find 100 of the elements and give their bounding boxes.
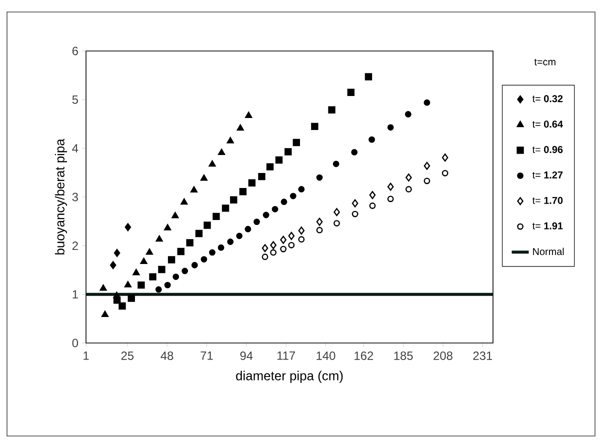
- point: [209, 249, 216, 256]
- x-tick-label: 48: [160, 352, 174, 360]
- point: [218, 244, 224, 251]
- point: [156, 235, 163, 242]
- x-tick-label: 208: [434, 352, 452, 360]
- point: [204, 222, 211, 229]
- legend-title: t=cm: [534, 58, 556, 66]
- point: [280, 246, 286, 252]
- legend-label: t= 1.70: [532, 196, 563, 204]
- point: [236, 232, 243, 240]
- point: [186, 239, 194, 246]
- point: [351, 149, 358, 156]
- point: [245, 112, 252, 118]
- point: [272, 206, 278, 212]
- y-tick-label: 0: [72, 338, 78, 348]
- point: [332, 160, 340, 168]
- point: [164, 282, 171, 288]
- point: [239, 188, 247, 196]
- x-tick-label: 1: [84, 352, 89, 360]
- point: [168, 256, 176, 264]
- point: [280, 236, 286, 244]
- point: [288, 232, 295, 240]
- point: [280, 198, 288, 206]
- x-axis-title: diameter pipa (cm): [236, 370, 343, 383]
- point: [284, 148, 292, 156]
- point: [311, 122, 318, 130]
- point: [254, 218, 260, 226]
- point: [101, 310, 109, 318]
- y-tick-label: 6: [72, 46, 78, 56]
- point: [406, 174, 412, 182]
- point: [149, 273, 156, 280]
- point: [212, 212, 220, 220]
- point: [316, 174, 323, 181]
- point: [230, 196, 238, 204]
- point: [275, 156, 283, 164]
- point: [177, 248, 184, 256]
- point: [190, 186, 198, 192]
- y-tick-label: 2: [72, 241, 78, 250]
- point: [208, 160, 216, 167]
- x-tick-label: 231: [473, 352, 492, 360]
- point: [164, 224, 172, 230]
- y-tick-label: 5: [72, 95, 78, 104]
- point: [364, 73, 372, 80]
- point: [387, 182, 394, 191]
- legend-label: t= 0.96: [532, 146, 563, 154]
- x-tick-label: 117: [277, 352, 295, 360]
- point: [132, 268, 140, 276]
- legend-label: t= 0.32: [532, 95, 563, 102]
- legend-label: t= 0.64: [532, 120, 563, 128]
- point: [442, 170, 448, 176]
- point: [182, 268, 188, 274]
- point: [138, 281, 145, 289]
- point: [298, 226, 305, 235]
- x-tick-label: 140: [316, 352, 336, 360]
- point: [328, 106, 336, 114]
- y-tick-label: 4: [72, 144, 78, 152]
- point: [236, 124, 244, 131]
- point: [200, 174, 208, 181]
- x-tick-label: 185: [394, 352, 413, 360]
- point: [226, 137, 234, 144]
- point: [266, 163, 274, 170]
- point: [442, 154, 448, 162]
- point: [405, 186, 412, 192]
- point: [288, 242, 295, 248]
- legend-label: t= 1.91: [532, 222, 563, 230]
- point: [424, 178, 430, 184]
- point: [334, 208, 340, 216]
- point: [128, 294, 135, 302]
- point: [244, 226, 252, 232]
- x-tick-label: 71: [200, 352, 213, 360]
- point: [218, 148, 226, 156]
- point: [270, 249, 276, 256]
- point: [424, 99, 430, 106]
- legend-label: Normal: [533, 248, 564, 256]
- point: [158, 266, 166, 274]
- point: [352, 199, 358, 208]
- point: [352, 210, 358, 218]
- y-tick-label: 1: [72, 290, 78, 298]
- point: [222, 204, 230, 212]
- point: [298, 186, 305, 192]
- legend-label: t= 1.27: [532, 171, 563, 178]
- point: [140, 258, 148, 264]
- point: [258, 172, 266, 180]
- point: [110, 261, 116, 270]
- point: [369, 191, 376, 200]
- point: [180, 198, 188, 205]
- y-axis-title: buoyancy/berat pipa: [54, 138, 67, 254]
- point: [290, 192, 296, 200]
- point: [124, 281, 132, 288]
- x-tick-label: 94: [240, 352, 253, 360]
- point: [191, 262, 198, 268]
- x-tick-label: 162: [354, 352, 374, 360]
- point: [227, 238, 234, 245]
- point: [316, 226, 323, 234]
- point: [114, 248, 120, 257]
- point: [368, 136, 375, 143]
- point: [146, 248, 154, 255]
- x-tick-label: 25: [121, 352, 134, 360]
- point: [369, 202, 376, 209]
- point: [298, 236, 305, 243]
